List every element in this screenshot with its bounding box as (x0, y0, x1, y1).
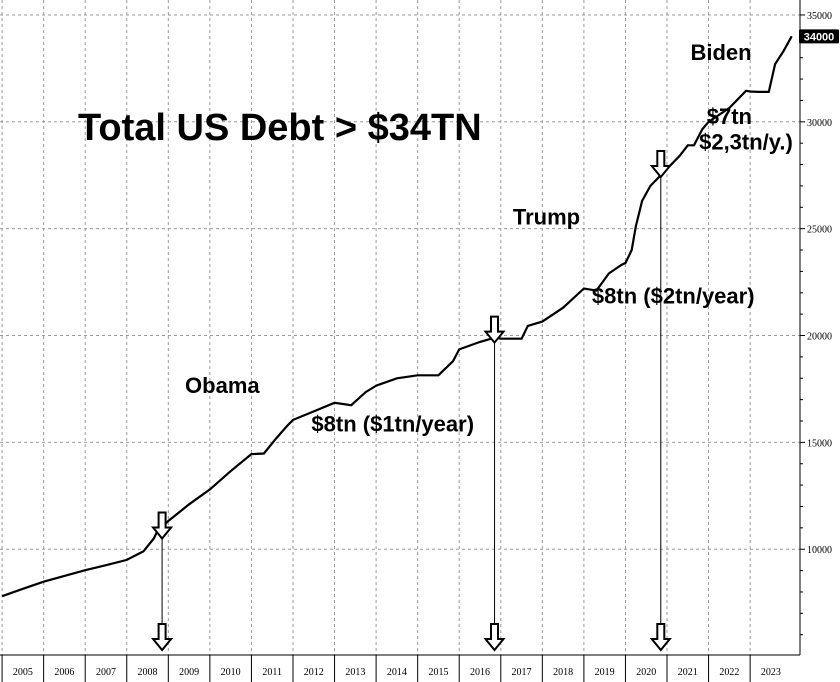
x-tick-label: 2020 (636, 667, 656, 678)
x-tick-label: 2013 (345, 667, 365, 678)
annotation-label: $8tn ($2tn/year) (592, 283, 755, 308)
last-value-box (799, 29, 839, 44)
annotation-label: $7tn (707, 104, 752, 129)
x-tick-label: 2006 (54, 667, 74, 678)
y-tick-label: 25000 (807, 225, 832, 236)
x-tick-label: 2007 (96, 667, 116, 678)
down-arrow-icon (150, 623, 174, 652)
annotation-label: $8tn ($1tn/year) (311, 412, 474, 437)
annotation-label: $2,3tn/y.) (699, 130, 793, 155)
last-value-label: 34000 (804, 31, 835, 43)
axes (0, 0, 801, 656)
grid (0, 0, 800, 655)
x-tick-label: 2008 (138, 667, 158, 678)
x-tick-label: 2023 (761, 667, 781, 678)
x-tick-label: 2019 (595, 667, 615, 678)
x-tick-label: 2005 (13, 667, 33, 678)
x-tick-label: 2018 (553, 667, 573, 678)
last-value-marker: 34000 (799, 29, 839, 44)
y-tick-label: 35000 (807, 11, 832, 22)
marker-lines (161, 170, 662, 628)
down-arrow-icon (649, 623, 672, 652)
x-tick-label: 2017 (512, 667, 532, 678)
y-tick-label: 10000 (807, 545, 832, 556)
down-arrow-icon (483, 623, 506, 652)
x-tick-labels: 2005 2006 2007 2008 2009 2010 2011 2012 2013 2014… (1, 655, 781, 682)
annotation-label: Biden (690, 40, 751, 65)
x-tick-label: 2016 (470, 667, 490, 678)
x-tick-label: 2014 (387, 667, 407, 678)
arrow-markers (150, 150, 672, 652)
annotation-label: Obama (185, 373, 260, 398)
x-tick-label: 2021 (678, 667, 698, 678)
x-tick-label: 2015 (428, 667, 448, 678)
down-arrow-icon (649, 150, 672, 179)
down-arrow-icon (150, 511, 174, 541)
annotations: Obama $8tn ($1tn/year) Trump $8tn ($2tn/yea… (185, 40, 793, 437)
x-tick-label: 2011 (262, 667, 282, 678)
annotation-label: Trump (513, 204, 580, 229)
x-tick-label: 2009 (179, 667, 199, 678)
x-tick-label: 2012 (304, 667, 324, 678)
y-tick-labels: 10000 15000 20000 25000 30000 35000 (800, 11, 832, 636)
x-tick-label: 2010 (221, 667, 241, 678)
y-tick-label: 20000 (807, 332, 832, 343)
chart-title: Total US Debt > $34TN (78, 107, 482, 149)
x-tick-label: 2022 (719, 667, 739, 678)
y-tick-label: 30000 (807, 118, 832, 129)
y-tick-label: 15000 (807, 438, 832, 449)
down-arrow-icon (483, 315, 506, 345)
